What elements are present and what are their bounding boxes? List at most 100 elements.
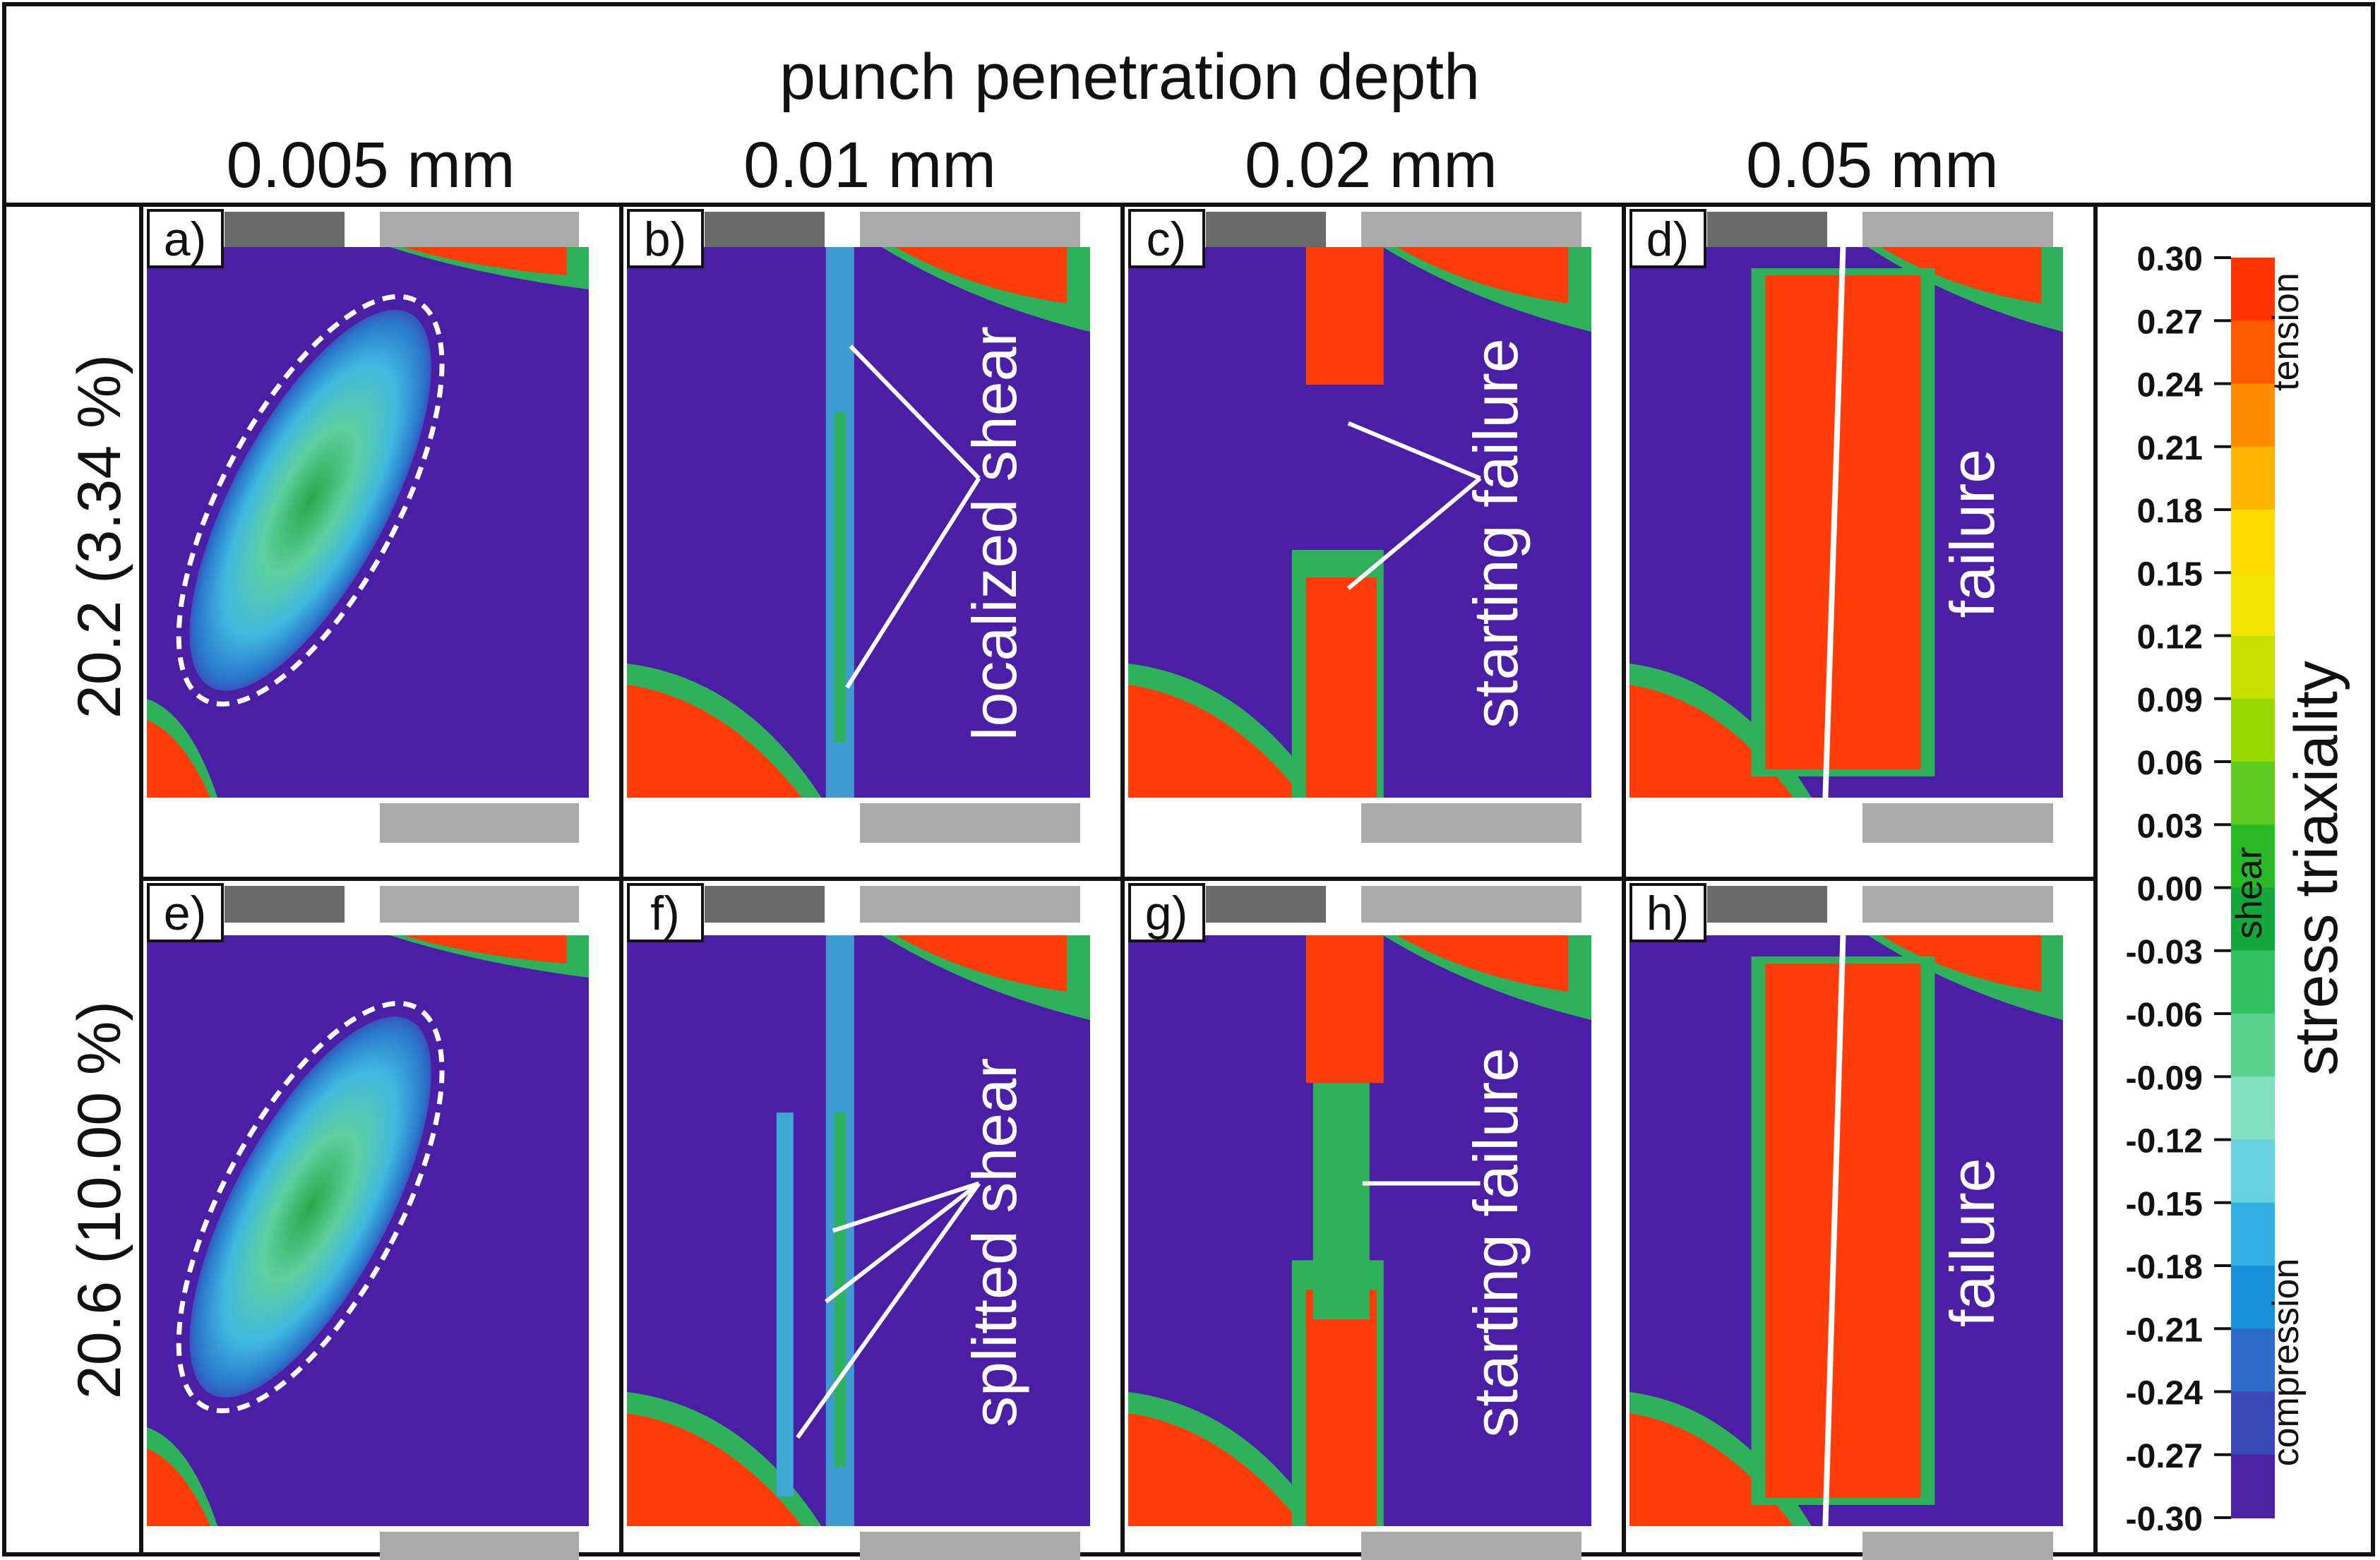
punch-block xyxy=(225,212,345,248)
crack-line xyxy=(1822,935,1846,1527)
panel-letter-box xyxy=(1128,883,1205,942)
die-block-lower xyxy=(1361,1532,1581,1560)
panel-annotation: starting failure xyxy=(1461,1048,1531,1438)
panel-letter: g) xyxy=(1145,887,1188,940)
panel-f: splitted shear f) xyxy=(627,883,1090,1560)
row-label-2: 20.6 (10.00 %) xyxy=(66,1001,133,1399)
colorbar-tick-label: 0.12 xyxy=(2137,619,2203,656)
panel-letter-box xyxy=(1629,209,1706,268)
colorbar-tick-label: -0.18 xyxy=(2126,1249,2203,1286)
die-block-upper xyxy=(380,886,579,923)
failure-upper xyxy=(1305,935,1384,1084)
die-block-upper xyxy=(860,886,1080,923)
panel-c: starting failure c) xyxy=(1128,209,1591,843)
colorbar-tick-label: 0.09 xyxy=(2137,682,2203,719)
colorbar-tick-label: -0.24 xyxy=(2126,1375,2203,1412)
colorbar-segment xyxy=(2231,635,2275,700)
annotation-arrow xyxy=(1346,476,1482,590)
colorbar-segment xyxy=(2231,510,2275,574)
panel-letter-box xyxy=(1128,209,1205,268)
colorbar-segment xyxy=(2231,320,2275,385)
colorbar-segment xyxy=(2231,383,2275,448)
colorbar-segment xyxy=(2231,1202,2275,1266)
failure-lower xyxy=(1305,1290,1377,1526)
panel-letter: d) xyxy=(1646,212,1689,266)
failure-lower xyxy=(1305,577,1377,798)
tension-lobe-lower xyxy=(1128,1413,1303,1526)
die-block-upper xyxy=(1361,886,1581,923)
colorbar-tick-label: -0.06 xyxy=(2126,997,2203,1034)
panel-annotation: splitted shear xyxy=(959,1058,1029,1427)
panel-a: a) xyxy=(147,209,589,843)
annotation-arrow xyxy=(832,1181,980,1233)
tension-lobe-lower xyxy=(147,720,211,798)
die-block-lower xyxy=(1862,803,2053,843)
panel-letter: f) xyxy=(650,887,680,940)
colorbar-label-compression: compression xyxy=(2266,1259,2307,1467)
punch-block xyxy=(705,886,825,923)
colorbar: 0.30 0.27 0.24 0.21 0.18 0.15 0.12 0.09 0.06 0.03… xyxy=(2093,203,2375,1556)
colorbar-segment xyxy=(2231,572,2275,637)
colorbar-segment xyxy=(2231,446,2275,510)
punch-block xyxy=(705,212,825,248)
die-block-upper xyxy=(1862,212,2053,248)
shear-band-secondary xyxy=(776,1112,794,1497)
colorbar-tick-label: 0.03 xyxy=(2137,808,2203,845)
failure-band xyxy=(1765,964,1921,1498)
colorbar-segment xyxy=(2231,1454,2275,1518)
annotation-arrow xyxy=(796,1182,981,1439)
panel-g: starting failure g) xyxy=(1128,883,1591,1560)
colorbar-segment xyxy=(2231,1328,2275,1393)
shear-zone xyxy=(189,1016,431,1398)
colorbar-ticks: 0.30 0.27 0.24 0.21 0.18 0.15 0.12 0.09 0.06 0.03… xyxy=(2126,241,2231,1538)
colorbar-tick-label: -0.03 xyxy=(2126,934,2203,971)
colorbar-segment xyxy=(2231,1076,2275,1141)
colorbar-label-shear: shear xyxy=(2229,847,2270,939)
failure-mid xyxy=(1312,1083,1370,1320)
die-block-lower xyxy=(860,803,1080,843)
die-block-lower xyxy=(1862,1532,2053,1560)
colorbar-segment xyxy=(2231,1266,2275,1330)
colorbar-tick-label: 0.06 xyxy=(2137,745,2203,782)
colorbar-tick-label: 0.15 xyxy=(2137,556,2203,593)
failure-band xyxy=(1765,275,1921,769)
panel-letter: h) xyxy=(1646,887,1689,940)
tension-lobe xyxy=(1881,935,2042,992)
annotation-arrow xyxy=(1347,421,1481,481)
colorbar-tick-label: -0.21 xyxy=(2126,1312,2203,1349)
panel-letter-box xyxy=(627,209,704,268)
shear-zone xyxy=(189,309,431,691)
tension-lobe xyxy=(895,935,1068,992)
colorbar-tick-label: 0.24 xyxy=(2137,367,2203,404)
tension-lobe xyxy=(403,935,567,964)
panel-letter-box xyxy=(627,883,704,942)
panel-annotation: failure xyxy=(1937,1158,2007,1327)
punch-block xyxy=(225,886,345,923)
tension-lobe xyxy=(1397,935,1569,992)
colorbar-tick-label: -0.09 xyxy=(2126,1060,2203,1097)
failure-upper xyxy=(1305,247,1384,385)
colorbar-tick-label: 0.21 xyxy=(2137,430,2203,467)
punch-block xyxy=(1206,212,1326,248)
tension-lobe xyxy=(1881,247,2042,304)
colorbar-label-tension: tension xyxy=(2266,272,2307,391)
colorbar-tick-label: -0.12 xyxy=(2126,1123,2203,1160)
depth-label-4: 0.05 mm xyxy=(1746,129,1999,201)
panel-letter-box xyxy=(1629,883,1706,942)
colorbar-segment xyxy=(2231,258,2275,322)
colorbar-tick-label: 0.27 xyxy=(2137,304,2203,341)
depth-label-3: 0.02 mm xyxy=(1245,129,1497,201)
colorbar-segment xyxy=(2231,950,2275,1014)
die-block-upper xyxy=(1361,212,1581,248)
die-block-upper xyxy=(1862,886,2053,923)
colorbar-tick-label: 0.18 xyxy=(2137,493,2203,530)
shear-outline xyxy=(176,1000,445,1414)
shear-band-core xyxy=(834,412,846,743)
panel-letter: a) xyxy=(164,212,206,266)
colorbar-tick-label: 0.30 xyxy=(2137,241,2203,278)
colorbar-tick-label: -0.27 xyxy=(2126,1438,2203,1475)
tension-lobe-lower xyxy=(147,1448,211,1526)
punch-block xyxy=(1206,886,1326,923)
colorbar-segment xyxy=(2231,1139,2275,1204)
tension-lobe-lower xyxy=(1128,685,1303,798)
